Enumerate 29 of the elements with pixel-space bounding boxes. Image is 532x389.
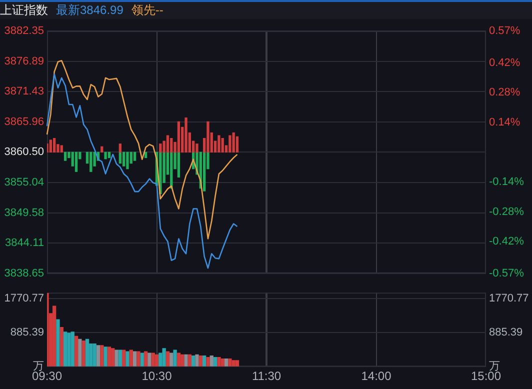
x-tick-label: 11:30	[252, 369, 282, 384]
y2-tick-label: -0.57%	[489, 267, 524, 280]
y-tick-label: 3844.11	[5, 237, 44, 250]
y2-tick-label: 0.42%	[489, 56, 520, 69]
y2-tick-label: 万	[489, 360, 500, 373]
x-tick-label: 14:00	[361, 369, 392, 384]
y-tick-label: 3871.43	[4, 86, 44, 98]
y2-tick-label: 0.14%	[489, 116, 520, 128]
y-tick-label: 3849.58	[4, 206, 44, 219]
y2-tick-label: 0.28%	[489, 86, 520, 99]
y2-tick-label: 885.39	[489, 326, 523, 339]
y-tick-label: 3865.96	[4, 116, 44, 128]
x-tick-label: 10:30	[142, 369, 172, 384]
y2-tick-label: -0.14%	[489, 176, 524, 188]
y2-tick-label: -0.28%	[489, 206, 524, 218]
y2-tick-label: -0.42%	[489, 236, 524, 248]
y2-tick-label: 0.57%	[489, 25, 520, 38]
y-tick-label: 3838.65	[4, 267, 44, 280]
y-tick-label: 万	[33, 360, 44, 373]
text: 领先--	[131, 2, 164, 19]
y-tick-label: 3876.89	[4, 55, 44, 68]
y-tick-label: 3855.04	[4, 176, 44, 189]
text: 最新3846.99	[56, 2, 124, 19]
y-tick-label: 1770.77	[4, 292, 44, 304]
y-tick-label: 3860.50	[4, 146, 44, 158]
chart-title: 上证指数	[0, 2, 48, 19]
y-tick-label: 3882.35	[4, 25, 44, 38]
y2-tick-label: 1770.77	[489, 292, 529, 304]
y-tick-label: 885.39	[10, 326, 44, 339]
